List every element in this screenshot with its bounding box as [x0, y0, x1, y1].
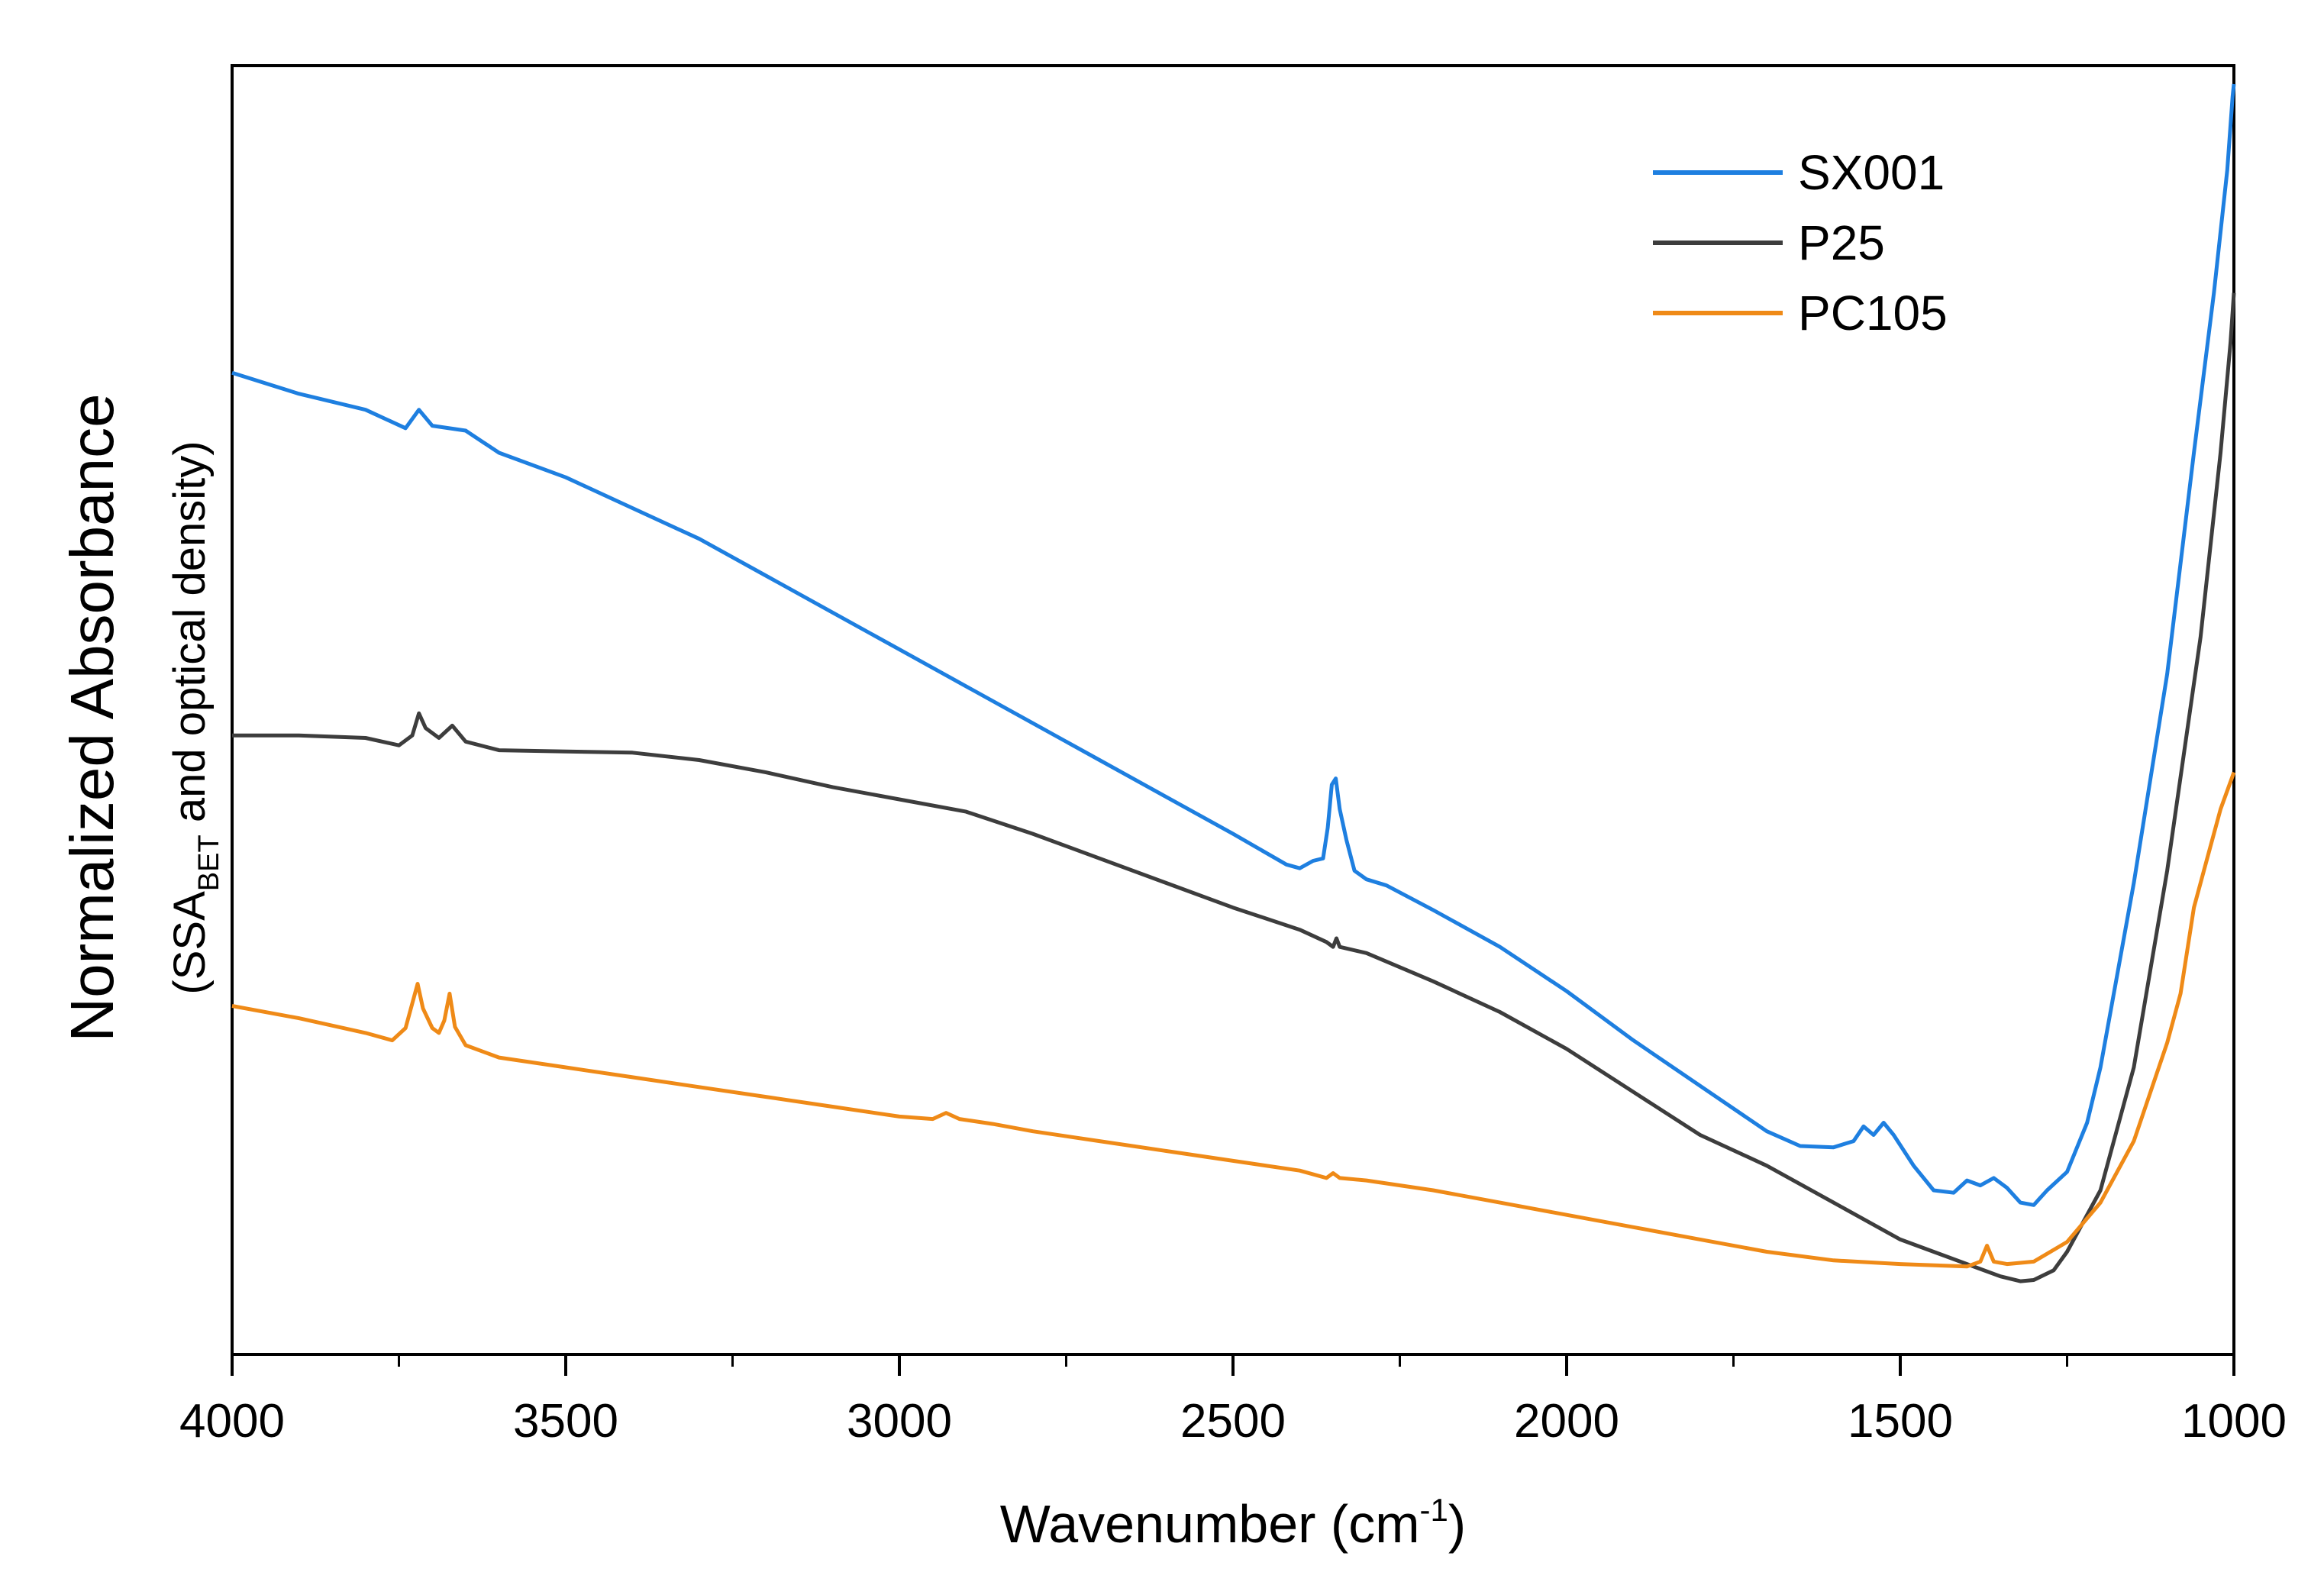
series-line-pc105 [231, 771, 2236, 1269]
x-tick-label: 1500 [1848, 1395, 1953, 1448]
series-line-sx001 [231, 83, 2236, 1207]
legend-label-sx001: SX001 [1798, 145, 1945, 200]
x-axis-title-close: ) [1448, 1494, 1466, 1554]
series-lines [231, 83, 2236, 1283]
y-axis-title-sub-subscript: BET [193, 835, 225, 891]
x-tick-label: 3500 [513, 1395, 618, 1448]
x-axis-title-sup: -1 [1420, 1492, 1448, 1528]
legend-label-pc105: PC105 [1798, 286, 1948, 341]
legend: SX001 P25 PC105 [1653, 145, 1948, 341]
legend-label-p25: P25 [1798, 215, 1885, 270]
x-tick-label: 2500 [1180, 1395, 1286, 1448]
x-tick-label: 3000 [847, 1395, 952, 1448]
x-axis-ticks: 4000 3500 3000 2500 2000 1500 1000 [179, 1354, 2287, 1448]
x-tick-label: 2000 [1514, 1395, 1619, 1448]
y-axis-title-sub: (SSABET and optical density) [165, 441, 225, 994]
x-tick-label: 4000 [179, 1395, 285, 1448]
x-tick-label: 1000 [2181, 1395, 2287, 1448]
series-line-p25 [232, 292, 2236, 1283]
y-axis-title-main: Normalized Absorbance [58, 393, 126, 1041]
y-axis-title-sub-suffix: and optical density) [165, 441, 215, 835]
x-axis-title: Wavenumber (cm-1) [1000, 1492, 1466, 1554]
x-axis-title-main: Wavenumber (cm [1000, 1494, 1420, 1554]
y-axis-title-sub-prefix: (SSA [165, 891, 215, 995]
